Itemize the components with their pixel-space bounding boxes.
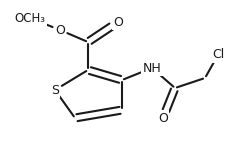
Text: O: O xyxy=(157,111,167,124)
Text: S: S xyxy=(51,83,59,97)
Text: OCH₃: OCH₃ xyxy=(14,12,45,24)
Text: O: O xyxy=(113,16,123,28)
Text: O: O xyxy=(55,24,65,36)
Text: NH: NH xyxy=(142,61,161,75)
Text: Cl: Cl xyxy=(211,49,223,61)
